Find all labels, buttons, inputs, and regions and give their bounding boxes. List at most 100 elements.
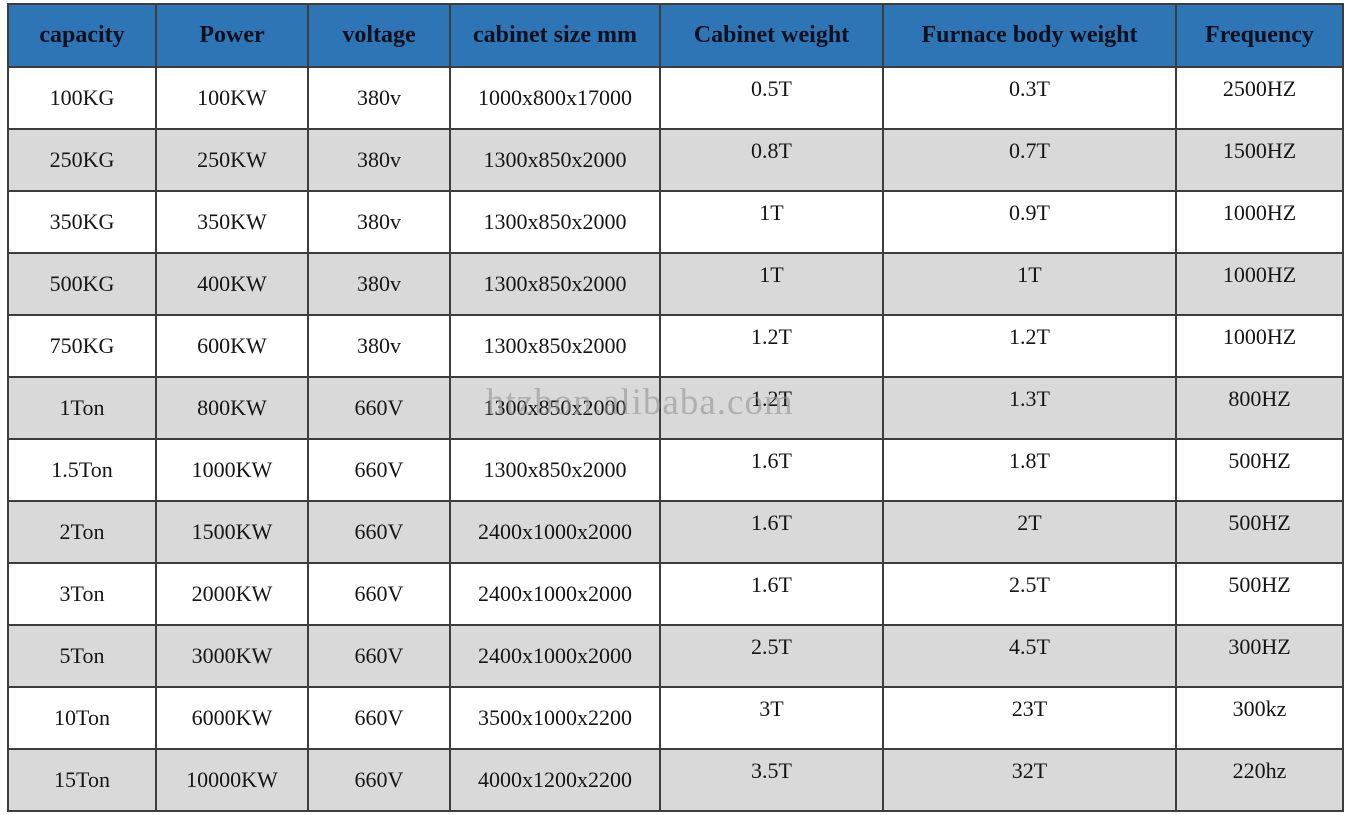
table-cell: 660V <box>307 562 451 626</box>
table-cell: 500HZ <box>1175 438 1344 502</box>
table-cell: 660V <box>307 748 451 812</box>
table-cell: 660V <box>307 624 451 688</box>
table-cell: 100KW <box>155 66 309 130</box>
table-cell: 250KW <box>155 128 309 192</box>
table-cell: 100KG <box>7 66 157 130</box>
column-header-voltage: voltage <box>307 3 451 68</box>
table-cell: 0.5T <box>659 66 884 130</box>
table-cell: 2400x1000x2000 <box>449 624 661 688</box>
table-cell: 1.6T <box>659 438 884 502</box>
table-cell: 300HZ <box>1175 624 1344 688</box>
table-cell: 2.5T <box>882 562 1177 626</box>
table-cell: 2Ton <box>7 500 157 564</box>
table-cell: 0.3T <box>882 66 1177 130</box>
table-cell: 2500HZ <box>1175 66 1344 130</box>
table-cell: 1300x850x2000 <box>449 252 661 316</box>
column-header-capacity: capacity <box>7 3 157 68</box>
table-cell: 2400x1000x2000 <box>449 500 661 564</box>
table-row: 10Ton 6000KW 660V 3500x1000x2200 3T 23T 300kz <box>7 686 1344 750</box>
table-cell: 1T <box>882 252 1177 316</box>
table-cell: 0.7T <box>882 128 1177 192</box>
table-cell: 660V <box>307 686 451 750</box>
table-cell: 1.6T <box>659 562 884 626</box>
table-cell: 1.8T <box>882 438 1177 502</box>
table-cell: 2400x1000x2000 <box>449 562 661 626</box>
table-cell: 1300x850x2000 <box>449 128 661 192</box>
column-header-frequency: Frequency <box>1175 3 1344 68</box>
table-cell: 2000KW <box>155 562 309 626</box>
table-cell: 1.6T <box>659 500 884 564</box>
table-row: 350KG 350KW 380v 1300x850x2000 1T 0.9T 1000HZ <box>7 190 1344 254</box>
table-cell: 15Ton <box>7 748 157 812</box>
table-cell: 0.8T <box>659 128 884 192</box>
table-cell: 1.5Ton <box>7 438 157 502</box>
table-cell: 3000KW <box>155 624 309 688</box>
table-cell: 6000KW <box>155 686 309 750</box>
table-cell: 1000HZ <box>1175 314 1344 378</box>
table-cell: 250KG <box>7 128 157 192</box>
furnace-spec-table: capacity Power voltage cabinet size mm Cabin… <box>7 3 1344 812</box>
table-cell: 1500HZ <box>1175 128 1344 192</box>
table-cell: 300kz <box>1175 686 1344 750</box>
table-cell: 3.5T <box>659 748 884 812</box>
table-cell: 380v <box>307 252 451 316</box>
table-cell: 10000KW <box>155 748 309 812</box>
table-cell: 400KW <box>155 252 309 316</box>
table-row: 5Ton 3000KW 660V 2400x1000x2000 2.5T 4.5T 300H… <box>7 624 1344 688</box>
table-header: capacity Power voltage cabinet size mm Cabin… <box>7 3 1344 68</box>
table-cell: 1000KW <box>155 438 309 502</box>
table-cell: 1Ton <box>7 376 157 440</box>
table-cell: 660V <box>307 376 451 440</box>
table-cell: 3Ton <box>7 562 157 626</box>
table-cell: 3T <box>659 686 884 750</box>
table-cell: 1.3T <box>882 376 1177 440</box>
table-cell: 600KW <box>155 314 309 378</box>
table-cell: 5Ton <box>7 624 157 688</box>
table-cell: 800HZ <box>1175 376 1344 440</box>
table-cell: 660V <box>307 500 451 564</box>
table-cell: 0.9T <box>882 190 1177 254</box>
column-header-cabinet-weight: Cabinet weight <box>659 3 884 68</box>
table-cell: 3500x1000x2200 <box>449 686 661 750</box>
header-row: capacity Power voltage cabinet size mm Cabin… <box>7 3 1344 68</box>
table-row: 15Ton 10000KW 660V 4000x1200x2200 3.5T 32T 220… <box>7 748 1344 812</box>
table-row: 250KG 250KW 380v 1300x850x2000 0.8T 0.7T 1500H… <box>7 128 1344 192</box>
table-cell: 380v <box>307 314 451 378</box>
table-row: 3Ton 2000KW 660V 2400x1000x2000 1.6T 2.5T 500H… <box>7 562 1344 626</box>
table-row: 500KG 400KW 380v 1300x850x2000 1T 1T 1000HZ <box>7 252 1344 316</box>
table-cell: 350KW <box>155 190 309 254</box>
table-cell: 500KG <box>7 252 157 316</box>
table-cell: 2T <box>882 500 1177 564</box>
table-cell: 1.2T <box>882 314 1177 378</box>
table-cell: 1000x800x17000 <box>449 66 661 130</box>
table-cell: 2.5T <box>659 624 884 688</box>
column-header-power: Power <box>155 3 309 68</box>
table-cell: 350KG <box>7 190 157 254</box>
table-cell: 23T <box>882 686 1177 750</box>
table-cell: 380v <box>307 190 451 254</box>
table-cell: 1300x850x2000 <box>449 438 661 502</box>
table-cell: 1500KW <box>155 500 309 564</box>
table-cell: 10Ton <box>7 686 157 750</box>
table-cell: 1.2T <box>659 376 884 440</box>
table-cell: 1300x850x2000 <box>449 376 661 440</box>
table-cell: 800KW <box>155 376 309 440</box>
table-cell: 32T <box>882 748 1177 812</box>
column-header-furnace-body-weight: Furnace body weight <box>882 3 1177 68</box>
table-cell: 220hz <box>1175 748 1344 812</box>
table-row: 100KG 100KW 380v 1000x800x17000 0.5T 0.3T 2500… <box>7 66 1344 130</box>
table-cell: 1.2T <box>659 314 884 378</box>
table-cell: 1000HZ <box>1175 252 1344 316</box>
column-header-cabinet-size-mm: cabinet size mm <box>449 3 661 68</box>
table-cell: 1300x850x2000 <box>449 314 661 378</box>
table-cell: 4000x1200x2200 <box>449 748 661 812</box>
table-row: 2Ton 1500KW 660V 2400x1000x2000 1.6T 2T 500HZ <box>7 500 1344 564</box>
table-cell: 500HZ <box>1175 500 1344 564</box>
table-cell: 1000HZ <box>1175 190 1344 254</box>
table-body: 100KG 100KW 380v 1000x800x17000 0.5T 0.3T 2500… <box>7 66 1344 812</box>
table-cell: 1300x850x2000 <box>449 190 661 254</box>
table-cell: 1T <box>659 190 884 254</box>
table-cell: 660V <box>307 438 451 502</box>
table-row: 750KG 600KW 380v 1300x850x2000 1.2T 1.2T 1000H… <box>7 314 1344 378</box>
table-cell: 500HZ <box>1175 562 1344 626</box>
